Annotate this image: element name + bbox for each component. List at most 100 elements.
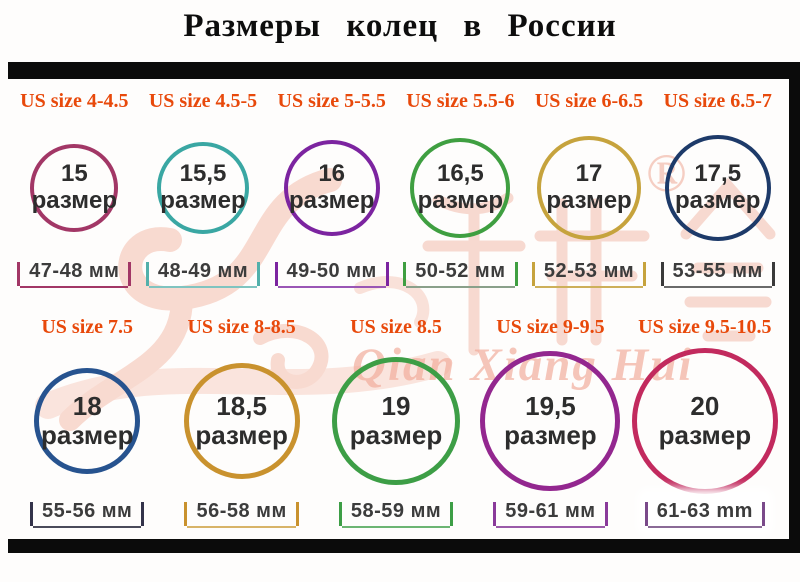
ring-size-word: размер <box>349 420 443 450</box>
ring-circle: 15,5 размер <box>157 142 249 234</box>
diameter-range: 59-61 мм <box>493 496 608 528</box>
ring-size-number: 20 <box>690 390 720 421</box>
size-row-2: US size 7.5 18 размер 55-56 мм US size 8… <box>10 316 782 528</box>
ring-size-word: размер <box>674 187 761 214</box>
range-text: 50-52 мм <box>406 260 515 288</box>
range-tick <box>644 502 648 526</box>
range-tick <box>257 262 261 286</box>
ring-circle: 18 размер <box>34 368 141 474</box>
range-tick <box>514 262 518 286</box>
us-size-label: US size 5-5.5 <box>277 90 386 112</box>
diameter-range: 48-49 мм <box>145 256 261 288</box>
ring-size-word: размер <box>195 420 288 450</box>
range-text: 58-59 мм <box>341 500 451 528</box>
us-size-label: US size 8-8.5 <box>187 316 296 338</box>
diameter-range: 56-58 мм <box>184 496 299 528</box>
range-tick <box>660 262 664 286</box>
ring-circle: 19 размер <box>332 357 461 485</box>
range-tick <box>17 262 21 286</box>
top-divider-bar <box>8 62 800 79</box>
page-title: Размеры колец в России <box>183 8 617 44</box>
us-size-label: US size 8.5 <box>350 316 442 338</box>
diameter-range: 52-53 мм <box>531 256 647 288</box>
ring-circle: 17 размер <box>537 136 642 240</box>
ring-size-item: US size 9.5-10.5 20 размер 61-63 mm <box>628 316 782 528</box>
ring-size-word: размер <box>417 187 504 214</box>
range-text: 56-58 мм <box>187 500 296 528</box>
ring-circle: 20 размер <box>631 348 778 494</box>
ring-circle: 18,5 размер <box>183 363 300 479</box>
ring-size-number: 18,5 <box>216 390 267 421</box>
ring-size-item: US size 7.5 18 размер 55-56 мм <box>10 316 164 528</box>
right-border-bar <box>789 62 800 553</box>
range-tick <box>761 502 765 526</box>
range-tick <box>643 262 647 286</box>
ring-size-word: размер <box>504 420 597 450</box>
range-tick <box>141 502 145 526</box>
ring-size-number: 15,5 <box>179 160 227 188</box>
range-tick <box>493 502 497 526</box>
ring-size-number: 16 <box>318 160 346 188</box>
ring-size-item: US size 5-5.5 16 размер 49-50 мм <box>267 90 396 288</box>
bottom-divider-bar <box>8 539 800 553</box>
ring-size-item: US size 8-8.5 18,5 размер 56-58 мм <box>164 316 318 528</box>
us-size-label: US size 6-6.5 <box>534 90 644 112</box>
us-size-label: US size 7.5 <box>41 316 134 338</box>
range-tick <box>771 262 775 286</box>
range-text: 48-49 мм <box>148 260 258 288</box>
ring-size-item: US size 4-4.5 15 размер 47-48 мм <box>10 90 139 288</box>
range-text: 55-56 мм <box>33 500 142 528</box>
ring-size-word: размер <box>160 187 246 214</box>
range-tick <box>385 262 389 286</box>
ring-size-number: 19,5 <box>525 390 576 421</box>
diameter-range: 49-50 мм <box>274 256 389 288</box>
ring-size-word: размер <box>658 420 752 450</box>
ring-size-item: US size 8.5 19 размер 58-59 мм <box>319 316 473 528</box>
ring-size-number: 15 <box>60 160 88 188</box>
ring-size-item: US size 9-9.5 19,5 размер 59-61 мм <box>473 316 627 528</box>
ring-size-number: 19 <box>381 390 411 421</box>
ring-size-number: 18 <box>72 390 102 421</box>
range-tick <box>450 502 454 526</box>
diameter-range: 55-56 мм <box>30 496 145 528</box>
ring-circle: 16 размер <box>283 140 380 236</box>
ring-size-number: 17 <box>575 160 603 188</box>
range-text: 47-48 мм <box>20 260 129 288</box>
diameter-range: 58-59 мм <box>338 496 454 528</box>
range-tick <box>531 262 535 286</box>
us-size-label: US size 4.5-5 <box>148 90 258 112</box>
ring-size-word: размер <box>288 187 375 214</box>
ring-size-number: 16,5 <box>436 160 484 188</box>
us-size-label: US size 4-4.5 <box>20 90 129 112</box>
diameter-range: 61-63 mm <box>644 496 765 528</box>
diameter-range: 50-52 мм <box>403 256 518 288</box>
range-tick <box>128 262 132 286</box>
us-size-label: US size 6.5-7 <box>663 90 772 112</box>
range-text: 52-53 мм <box>534 260 644 288</box>
us-size-label: US size 9-9.5 <box>496 316 605 338</box>
range-tick <box>403 262 407 286</box>
us-size-label: US size 5.5-6 <box>406 90 515 112</box>
range-text: 49-50 мм <box>277 260 386 288</box>
ring-size-item: US size 5.5-6 16,5 размер 50-52 мм <box>396 90 525 288</box>
ring-size-item: US size 4.5-5 15,5 размер 48-49 мм <box>139 90 268 288</box>
range-text: 61-63 mm <box>647 500 762 528</box>
range-text: 59-61 мм <box>496 500 605 528</box>
diameter-range: 53-55 мм <box>660 256 775 288</box>
ring-size-item: US size 6.5-7 17,5 размер 53-55 мм <box>653 90 782 288</box>
ring-size-number: 17,5 <box>694 160 742 188</box>
ring-size-item: US size 6-6.5 17 размер 52-53 мм <box>525 90 654 288</box>
range-text: 53-55 мм <box>663 260 772 288</box>
ring-circle: 19,5 размер <box>480 351 621 491</box>
range-tick <box>604 502 608 526</box>
ring-size-word: размер <box>40 420 134 450</box>
range-tick <box>295 502 299 526</box>
ring-size-word: размер <box>31 187 118 214</box>
us-size-label: US size 9.5-10.5 <box>638 316 772 338</box>
ring-circle: 17,5 размер <box>664 135 771 241</box>
ring-size-word: размер <box>546 187 632 214</box>
ring-circle: 15 размер <box>30 144 119 232</box>
diameter-range: 47-48 мм <box>17 256 132 288</box>
range-tick <box>184 502 188 526</box>
ring-circle: 16,5 размер <box>410 138 511 238</box>
